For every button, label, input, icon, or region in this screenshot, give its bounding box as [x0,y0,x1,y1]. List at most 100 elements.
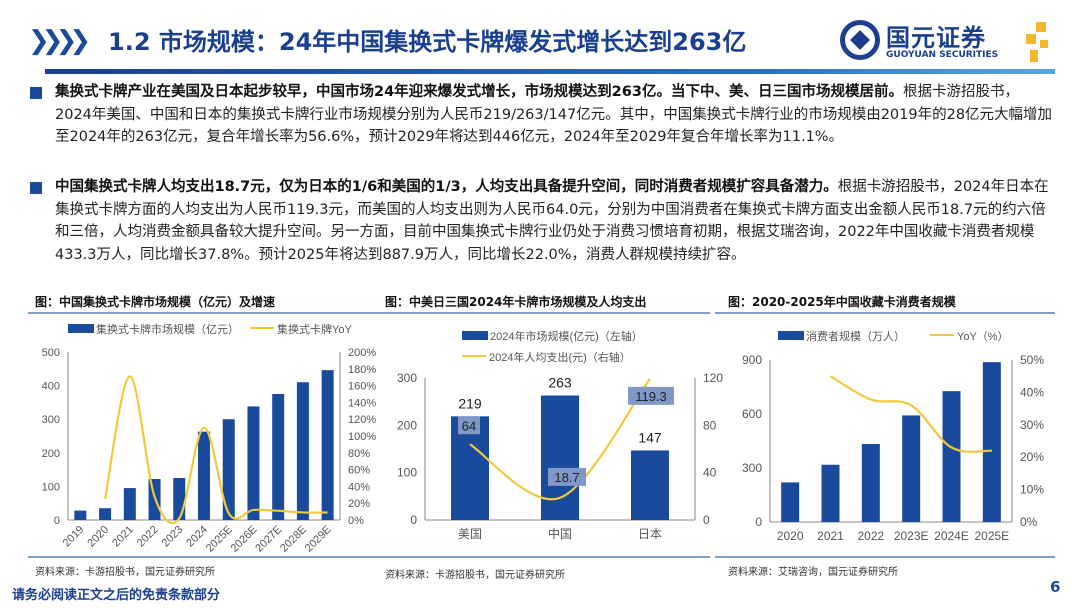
y-tick-right: 60% [348,465,370,477]
x-tick: 2022 [857,529,884,543]
line-data-label: 64 [462,418,476,433]
paragraph-1-body: 根据卡游招股书，2024年美国、中国和日本的集换式卡牌行业市场规模分别为人民币2… [55,84,1053,145]
y-tick-left: 400 [42,381,60,393]
y-tick-right: 80% [348,448,370,460]
yoy-line [829,375,992,453]
x-tick: 中国 [548,526,572,541]
x-tick: 2025E [974,529,1009,543]
line-data-label: 18.7 [554,470,579,485]
y-tick-right: 0 [703,513,710,527]
logo-en: GUOYUAN SECURITIES [886,50,999,60]
x-tick: 2025E [204,524,235,555]
y-tick-right: 0% [348,515,364,527]
x-tick: 2023E [894,529,929,543]
chart-1-title: 图：中国集换式卡牌市场规模（亿元）及增速 [35,295,276,309]
y-tick-right: 40% [348,481,370,493]
line-data-label: 119.3 [635,389,667,404]
logo-cn: 国元证券 [886,24,986,52]
y-tick-right: 180% [348,364,376,376]
x-tick: 日本 [638,527,662,541]
chart-2-source: 资料来源：卡游招股书，国元证券研究所 [385,570,565,581]
yoy-line [469,378,651,501]
bar [247,406,260,520]
bar [902,415,921,522]
bar [861,444,880,522]
x-tick: 2029E [303,524,334,555]
yoy-line [104,375,328,525]
legend-bar-swatch [462,331,488,340]
x-tick: 2020 [85,524,111,550]
legend-line-label: 2024年人均支出(元)（右轴） [489,350,631,364]
bar [123,488,136,520]
y-tick-left: 100 [397,466,417,480]
chart-1-source: 资料来源：卡游招股书，国元证券研究所 [35,567,215,578]
y-tick-right: 120 [703,371,723,385]
x-tick: 2027E [253,524,284,555]
y-tick-left: 200 [42,448,60,460]
bar [296,382,309,520]
line-label-bg [548,467,586,486]
y-tick-right: 50% [1020,353,1044,367]
legend-line-label: YoY（%） [957,330,1009,343]
y-tick-right: 40% [1020,385,1044,399]
legend-bar-label: 消费者规模（万人） [806,329,905,343]
y-tick-right: 40 [703,466,717,480]
chart-3-title: 图：2020-2025年中国收藏卡消费者规模 [728,295,956,309]
y-tick-right: 20% [348,498,370,510]
bar [942,391,961,522]
y-tick-left: 0 [410,513,417,527]
y-tick-right: 80 [703,418,717,432]
y-tick-left: 300 [397,371,417,385]
y-tick-left: 100 [42,481,60,493]
paragraph-2: 中国集换式卡牌人均支出18.7元，仅为日本的1/6和美国的1/3，人均支出具备提… [55,176,1055,266]
page-title: 1.2 市场规模：24年中国集换式卡牌爆发式增长达到263亿 [108,28,747,56]
x-tick: 2020 [777,529,804,543]
y-tick-left: 0 [54,515,60,527]
paragraph-1-lead: 集换式卡牌产业在美国及日本起步较早，中国市场24年迎来爆发式增长，市场规模达到2… [55,84,903,100]
y-tick-right: 200% [348,347,376,359]
legend-bar-label: 集换式卡牌市场规模（亿元） [96,322,239,336]
line-label-bg [458,416,480,435]
chart-2-title: 图：中美日三国2024年卡牌市场规模及人均支出 [385,295,647,309]
page-number: 6 [1050,578,1061,596]
y-tick-left: 500 [42,347,60,359]
bar [198,431,210,520]
y-tick-left: 200 [397,418,417,432]
paragraph-2-body: 根据卡游招股书，2024年日本在集换式卡牌方面的人均支出为人民币119.3元，而… [55,179,1049,263]
x-tick: 2023 [160,524,186,550]
y-tick-left: 900 [742,353,762,367]
legend-bar-label: 2024年市场规模(亿元)（左轴） [490,329,643,343]
bar [222,419,235,520]
bar [272,394,285,520]
logo: 国元证券 GUOYUAN SECURITIES [840,18,1060,66]
bar [321,370,334,520]
bar [631,450,669,520]
x-tick: 美国 [458,527,482,541]
bar [982,362,1001,522]
x-tick: 2022 [135,524,161,550]
y-tick-right: 0% [1020,515,1038,529]
chevron-icon: ❯ ❯ ❯ ❯ [28,26,91,56]
x-tick: 2024E [934,529,969,543]
y-tick-right: 10% [1020,483,1044,497]
x-tick: 2019 [61,524,87,550]
paragraph-1: 集换式卡牌产业在美国及日本起步较早，中国市场24年迎来爆发式增长，市场规模达到2… [55,81,1055,149]
bar [173,478,186,520]
bar-data-label: 147 [638,429,662,445]
bar [74,510,87,520]
legend-bar-swatch [778,331,804,340]
bullet-icon [30,87,42,99]
x-tick: 2021 [817,529,844,543]
x-tick: 2021 [110,524,136,550]
y-tick-right: 160% [348,381,376,393]
chart-3-source: 资料来源：艾瑞咨询，国元证券研究所 [728,567,898,578]
bar [99,508,112,520]
y-tick-right: 30% [1020,418,1044,432]
paragraph-2-lead: 中国集换式卡牌人均支出18.7元，仅为日本的1/6和美国的1/3，人均支出具备提… [55,179,838,195]
disclaimer: 请务必阅读正文之后的免责条款部分 [12,588,221,603]
y-tick-right: 100% [348,431,376,443]
y-tick-left: 300 [42,414,60,426]
bar [781,482,800,522]
line-label-bg [628,386,674,405]
